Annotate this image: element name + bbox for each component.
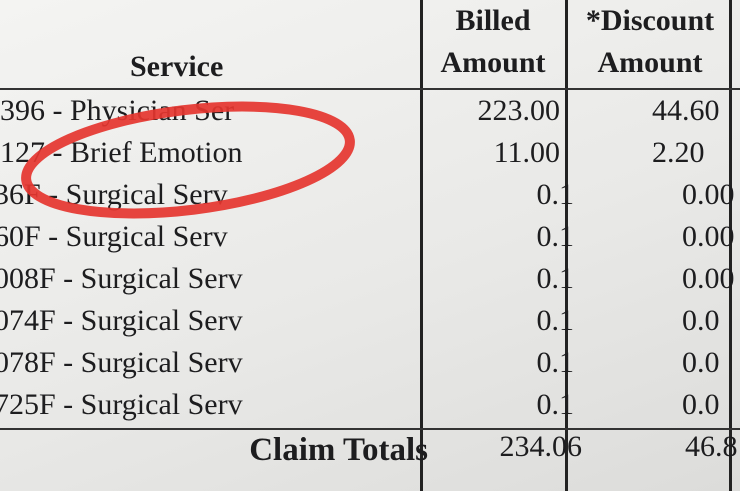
billed-cell: 0.1 xyxy=(536,388,575,421)
service-cell: 074F - Surgical Serv xyxy=(0,304,243,337)
discount-cell: 0.00 xyxy=(682,220,735,253)
header-billed: Amount xyxy=(440,46,546,79)
billed-cell: 0.1 xyxy=(536,262,575,295)
billed-cell: 223.00 xyxy=(477,94,561,127)
totals-discount: 46.8 xyxy=(685,430,738,463)
billed-cell: 11.00 xyxy=(493,136,560,169)
discount-cell: 0.0 xyxy=(682,304,720,337)
discount-cell: 0.00 xyxy=(682,178,735,211)
discount-cell: 44.60 xyxy=(652,94,720,127)
service-cell: 008F - Surgical Serv xyxy=(0,262,243,295)
header-service: Service xyxy=(130,50,224,83)
billed-cell: 0.1 xyxy=(536,220,575,253)
discount-cell: 0.0 xyxy=(682,346,720,379)
totals-label: Claim Totals xyxy=(249,432,428,468)
service-cell: 725F - Surgical Serv xyxy=(0,388,243,421)
discount-cell: 2.20 xyxy=(652,136,705,169)
billed-cell: 0.1 xyxy=(536,304,575,337)
header-billed: Billed xyxy=(455,4,531,37)
column-rule xyxy=(565,0,568,491)
totals-billed: 234.06 xyxy=(499,430,583,463)
discount-cell: 0.00 xyxy=(682,262,735,295)
discount-cell: 0.0 xyxy=(682,388,720,421)
billed-cell: 0.1 xyxy=(536,346,575,379)
header-discount: *Discount xyxy=(585,4,715,37)
service-cell: 078F - Surgical Serv xyxy=(0,346,243,379)
column-rule xyxy=(729,0,732,491)
service-cell: 60F - Surgical Serv xyxy=(0,220,228,253)
totals-rule xyxy=(0,428,740,430)
red-circle xyxy=(21,101,355,219)
header-rule xyxy=(0,88,740,90)
billed-cell: 0.1 xyxy=(536,178,575,211)
header-discount: Amount xyxy=(597,46,703,79)
column-rule xyxy=(420,0,423,491)
